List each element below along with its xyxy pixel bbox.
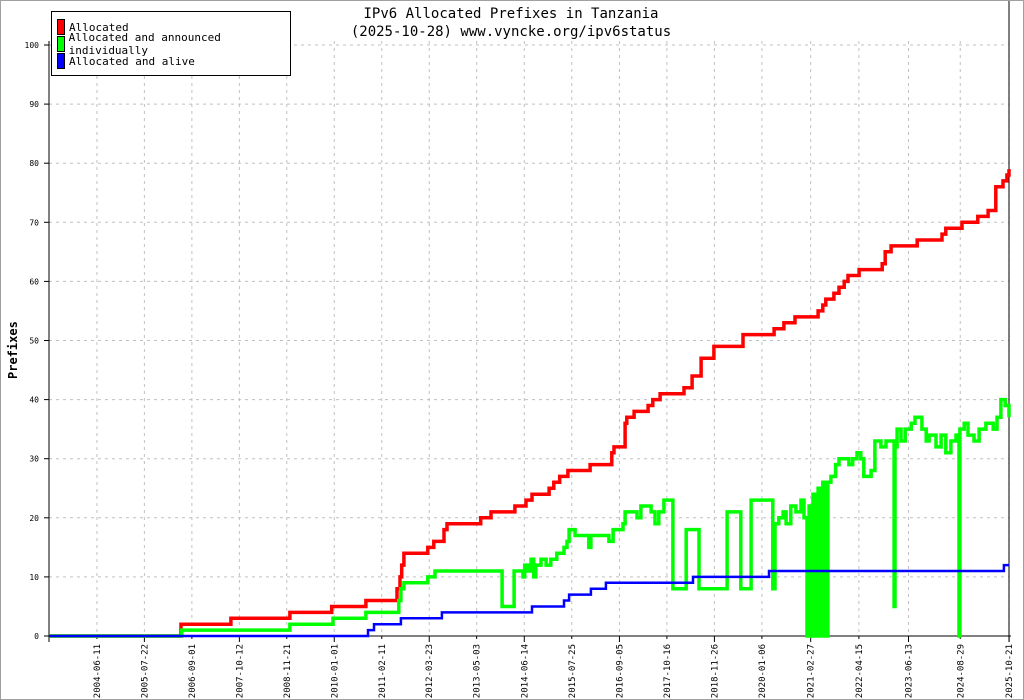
- grid: [49, 41, 1010, 636]
- x-tick-label: 2014-06-14: [520, 644, 530, 698]
- y-tick-label: 60: [29, 277, 39, 286]
- x-tick-label: 2022-04-15: [855, 644, 865, 698]
- x-tick-label: 2006-09-01: [188, 644, 198, 698]
- x-tick-label: 2015-07-25: [568, 644, 578, 698]
- x-tick-label: 2010-01-01: [330, 644, 340, 698]
- x-tick-label: 2016-09-05: [615, 644, 625, 698]
- legend-swatch: [57, 36, 65, 52]
- tick-labels: 0 10 20 30 40 50 60 70 80 90 100 2004-06-11 2005-07-…: [25, 41, 1016, 698]
- y-tick-label: 80: [29, 159, 39, 168]
- x-tick-label: 2011-02-11: [378, 644, 388, 698]
- y-tick-label: 100: [25, 41, 40, 50]
- series-lines: [49, 169, 1011, 638]
- x-tick-label: 2008-11-21: [283, 644, 293, 698]
- x-tick-label: 2004-06-11: [93, 644, 103, 698]
- y-axis-label: Prefixes: [6, 321, 20, 379]
- x-tick-label: 2024-08-29: [956, 644, 966, 698]
- x-tick-label: 2017-10-16: [663, 644, 673, 698]
- y-tick-label: 70: [29, 218, 39, 227]
- series-line-allocated-and-announced-individually: [49, 397, 1011, 638]
- legend-label: Allocated and alive: [69, 54, 195, 68]
- legend: Allocated Allocated and announced indivi…: [51, 11, 291, 76]
- legend-swatch: [57, 19, 65, 35]
- x-tick-label: 2023-06-13: [904, 644, 914, 698]
- legend-item-allocated: Allocated: [57, 19, 129, 35]
- y-tick-label: 90: [29, 100, 39, 109]
- y-tick-label: 30: [29, 455, 39, 464]
- x-tick-label: 2005-07-22: [140, 644, 150, 698]
- x-tick-label: 2020-01-06: [758, 644, 768, 698]
- y-tick-label: 0: [34, 632, 39, 641]
- legend-swatch: [57, 53, 65, 69]
- chart-subtitle: (2025-10-28) www.vyncke.org/ipv6status: [350, 24, 672, 40]
- legend-label: Allocated: [69, 20, 129, 34]
- y-tick-label: 50: [29, 337, 39, 346]
- x-tick-label: 2012-03-23: [425, 644, 435, 698]
- x-tick-label: 2025-10-21: [1005, 644, 1015, 698]
- chart-title: IPv6 Allocated Prefixes in Tanzania: [363, 6, 659, 22]
- x-tick-label: 2013-05-03: [473, 644, 483, 698]
- legend-item-alive: Allocated and alive: [57, 53, 195, 69]
- x-tick-label: 2018-11-26: [710, 644, 720, 698]
- legend-item-announced: Allocated and announced individually: [57, 31, 290, 57]
- y-tick-label: 10: [29, 573, 39, 582]
- x-tick-label: 2007-10-12: [235, 644, 245, 698]
- y-tick-label: 20: [29, 514, 39, 523]
- axes: [44, 1, 1011, 642]
- series-line-allocated-and-alive: [49, 563, 1009, 638]
- x-tick-label: 2021-02-27: [807, 644, 817, 698]
- y-tick-label: 40: [29, 396, 39, 405]
- legend-label: Allocated and announced individually: [68, 31, 221, 57]
- series-line-allocated: [49, 169, 1011, 638]
